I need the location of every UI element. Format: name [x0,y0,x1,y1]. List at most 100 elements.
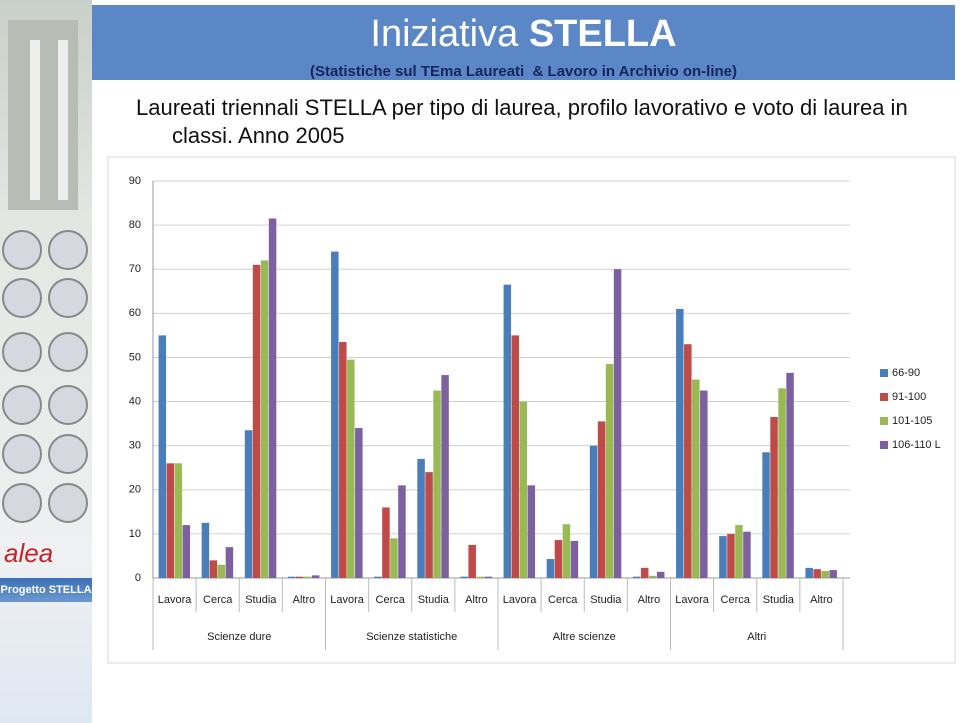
bar [425,472,433,578]
x-tick-label: Studia [245,594,277,606]
y-tick-label: 0 [135,572,141,584]
bar [676,308,684,578]
bar [778,388,786,578]
bar [527,485,536,578]
bar [519,401,528,578]
x-tick-label: Altro [638,594,661,606]
bar [331,251,339,579]
bar [805,567,813,578]
bar [460,576,468,578]
bar [468,544,476,578]
bar [632,576,641,578]
bar [562,524,571,578]
title: Iniziativa STELLA [92,13,955,56]
bar [770,416,778,578]
group-label: Scienze statistiche [366,631,457,643]
bar [656,571,665,578]
legend-swatch [880,417,888,425]
legend-label: 101-105 [892,415,932,427]
bar [287,576,296,578]
bar [225,547,234,578]
bar [762,452,770,578]
bar [252,264,261,578]
bar [511,335,520,578]
title-text: Iniziativa [370,13,519,55]
x-tick-label: Lavora [158,594,193,606]
bar [441,375,449,578]
bar [209,560,218,578]
bar [174,463,183,578]
bar [786,372,794,578]
alea-logo: alea [4,538,54,568]
bar [244,430,253,578]
bar [570,540,579,578]
bar [382,507,390,578]
y-tick-label: 60 [129,307,141,319]
y-tick-label: 80 [129,219,141,231]
column [30,40,40,200]
bar [829,570,837,578]
y-tick-label: 70 [129,263,141,275]
bar [347,359,355,578]
y-tick-label: 20 [129,484,141,496]
x-tick-label: Altro [810,594,833,606]
bar [727,533,735,578]
bar [597,421,606,578]
bar [613,269,622,578]
y-tick-label: 40 [129,395,141,407]
x-tick-label: Lavora [675,594,710,606]
legend-swatch [880,393,888,401]
bar [182,525,191,578]
x-tick-label: Studia [590,594,622,606]
x-tick-label: Lavora [330,594,365,606]
bar [166,463,175,578]
bar [648,575,657,578]
bar [589,445,598,578]
bar [503,284,512,578]
bar [374,576,382,578]
bar [640,567,649,578]
subtitle: (Statistiche sul TEma Laureati & Lavoro … [309,63,738,80]
bar [546,559,555,578]
x-tick-label: Cerca [376,594,406,606]
bar [398,485,406,578]
bar [743,531,751,578]
x-tick-label: Studia [763,594,795,606]
sidebar: alea Progetto STELLA [0,0,92,723]
bar [268,218,277,578]
bar [605,364,614,578]
bar [821,570,829,578]
bar [700,390,708,578]
x-tick-label: Cerca [721,594,751,606]
y-tick-label: 90 [129,175,141,187]
legend-label: 91-100 [892,391,926,403]
x-tick-label: Cerca [203,594,233,606]
header: Iniziativa STELLA (Statistiche sul TEma … [92,5,955,80]
legend-swatch [880,369,888,377]
bar [484,576,492,578]
title-bold: STELLA [528,13,677,55]
sidebar-logos [2,20,88,523]
group-label: Altri [747,631,766,643]
bar [390,538,398,578]
bar [433,390,441,578]
bar [158,335,167,578]
bar [735,525,743,578]
bar [260,260,269,578]
bar [311,575,320,578]
bar [295,576,304,578]
university-seals [2,230,88,523]
bar [417,458,425,578]
heading: Laureati triennali STELLA per tipo di la… [136,95,908,148]
y-tick-label: 30 [129,440,141,452]
bar [719,536,727,578]
bar [201,522,210,578]
legend-label: 106-110 L [892,439,941,451]
x-tick-label: Altro [465,594,488,606]
bar [813,569,821,578]
legend-label: 66-90 [892,367,920,379]
bar [303,576,312,578]
bar [554,540,563,578]
column [58,40,68,200]
